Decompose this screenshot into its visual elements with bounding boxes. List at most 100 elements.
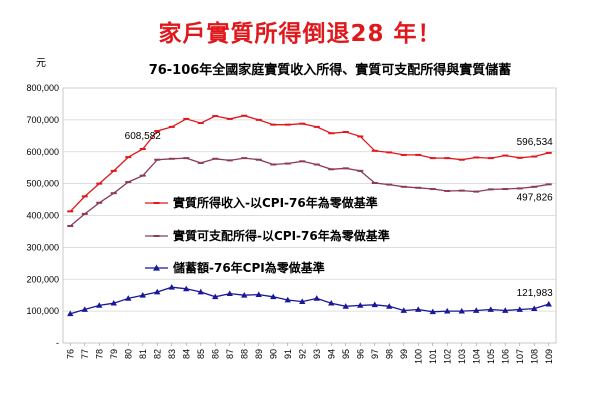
series-point bbox=[429, 188, 436, 191]
y-tick-label: - bbox=[56, 338, 59, 348]
series-point bbox=[255, 291, 262, 297]
series-point bbox=[386, 303, 393, 309]
x-tick-label: 93 bbox=[312, 349, 322, 359]
legend-swatch-marker bbox=[153, 235, 160, 237]
series-point bbox=[125, 181, 132, 184]
series-point bbox=[545, 151, 552, 154]
data-label: 596,534 bbox=[517, 137, 554, 148]
series-point bbox=[299, 122, 306, 125]
series-point bbox=[313, 163, 320, 166]
headline: 家戶實質所得倒退28 年！ bbox=[158, 21, 442, 47]
series-point bbox=[168, 125, 175, 128]
series-point bbox=[183, 117, 190, 120]
series-point bbox=[458, 189, 465, 192]
y-tick-label: 100,000 bbox=[26, 306, 59, 316]
series-point bbox=[241, 291, 248, 298]
series-point bbox=[299, 298, 306, 304]
series-point bbox=[270, 123, 277, 126]
x-tick-label: 81 bbox=[138, 349, 148, 359]
series-point bbox=[313, 295, 320, 301]
series-point bbox=[386, 183, 393, 186]
series-point bbox=[197, 122, 204, 125]
series-point bbox=[241, 114, 248, 117]
series-point bbox=[139, 148, 146, 151]
series-point bbox=[255, 158, 262, 161]
series-point bbox=[313, 125, 320, 128]
x-tick-label: 90 bbox=[268, 349, 278, 359]
series-point bbox=[139, 174, 146, 177]
series-point bbox=[415, 306, 422, 312]
series-point bbox=[154, 130, 161, 133]
x-tick-label: 87 bbox=[225, 349, 235, 359]
series-point bbox=[371, 301, 378, 308]
series-point bbox=[502, 307, 509, 313]
series-point bbox=[487, 157, 494, 160]
series-point bbox=[67, 310, 74, 317]
series-point bbox=[415, 186, 422, 189]
series-point bbox=[400, 185, 407, 188]
series-point bbox=[487, 188, 494, 191]
series-point bbox=[241, 157, 248, 160]
x-tick-label: 103 bbox=[457, 349, 467, 364]
x-tick-label: 82 bbox=[152, 349, 162, 359]
x-tick-label: 99 bbox=[399, 349, 409, 359]
series-point bbox=[328, 132, 335, 135]
x-tick-label: 76 bbox=[65, 349, 75, 359]
x-tick-label: 109 bbox=[544, 349, 554, 364]
series-point bbox=[67, 210, 74, 213]
series-point bbox=[96, 302, 103, 308]
series-point bbox=[487, 306, 494, 312]
series-point bbox=[81, 195, 88, 198]
data-label: 497,826 bbox=[517, 192, 554, 203]
series-line bbox=[70, 286, 549, 315]
series-point bbox=[183, 285, 190, 292]
series-point bbox=[371, 149, 378, 152]
x-tick-label: 83 bbox=[167, 349, 177, 359]
x-tick-label: 105 bbox=[486, 349, 496, 364]
series-point bbox=[139, 291, 146, 298]
series-point bbox=[342, 303, 349, 309]
x-tick-label: 104 bbox=[471, 349, 481, 364]
series-point bbox=[516, 187, 523, 190]
x-axis: 76 77 78 79 80 81 82 83 84 85 86 87 88 89 90 91 92 93 94 95… bbox=[65, 343, 554, 364]
x-tick-label: 108 bbox=[529, 349, 539, 364]
x-tick-label: 100 bbox=[413, 349, 423, 364]
y-tick-label: 800,000 bbox=[26, 83, 59, 93]
series-line bbox=[69, 157, 549, 227]
series-point bbox=[516, 156, 523, 159]
x-tick-label: 98 bbox=[384, 349, 394, 359]
series-point bbox=[342, 167, 349, 170]
series-group bbox=[67, 114, 552, 317]
series-point bbox=[328, 168, 335, 171]
y-tick-label: 200,000 bbox=[26, 274, 59, 284]
x-tick-label: 77 bbox=[80, 349, 90, 359]
series-point bbox=[299, 160, 306, 163]
x-tick-label: 92 bbox=[297, 349, 307, 359]
legend-label: 實質所得收入-以CPI-76年為零做基準 bbox=[173, 195, 378, 210]
series-point bbox=[400, 153, 407, 156]
series-point bbox=[81, 212, 88, 215]
data-label: 121,983 bbox=[517, 288, 554, 299]
series-point bbox=[96, 182, 103, 185]
legend-label: 儲蓄額-76年CPI為零做基準 bbox=[173, 260, 325, 275]
series-point bbox=[444, 189, 451, 192]
series-point bbox=[67, 225, 74, 228]
series-point bbox=[255, 118, 262, 121]
series-point bbox=[473, 156, 480, 159]
x-tick-label: 88 bbox=[239, 349, 249, 359]
series-point bbox=[270, 293, 277, 300]
series-point bbox=[473, 190, 480, 193]
series-point bbox=[226, 159, 233, 162]
series-point bbox=[328, 299, 335, 306]
series-point bbox=[226, 290, 233, 296]
x-tick-label: 106 bbox=[500, 349, 510, 364]
series-point bbox=[473, 307, 480, 313]
legend-swatch-marker bbox=[153, 202, 160, 204]
series-point bbox=[502, 188, 509, 191]
series-point bbox=[357, 169, 364, 172]
series-point bbox=[545, 300, 552, 307]
series-point bbox=[458, 307, 465, 314]
y-tick-label: 400,000 bbox=[26, 211, 59, 221]
series-point bbox=[284, 123, 291, 126]
y-tick-label: 300,000 bbox=[26, 242, 59, 252]
